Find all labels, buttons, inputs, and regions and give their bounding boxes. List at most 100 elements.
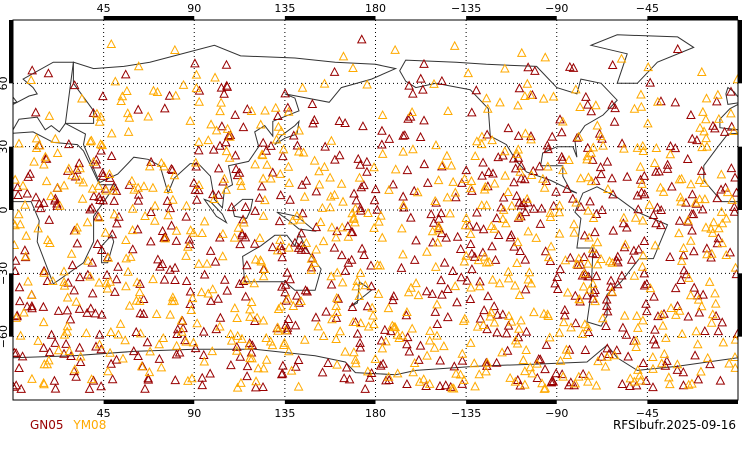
coastline-greenland — [589, 34, 695, 84]
marker-ym08 — [231, 345, 242, 355]
marker-ym08 — [427, 226, 438, 236]
marker-gn05 — [69, 285, 79, 295]
marker-ym08 — [194, 179, 204, 190]
marker-gn05 — [548, 200, 559, 210]
marker-ym08 — [122, 85, 132, 95]
marker-gn05 — [206, 295, 216, 305]
marker-gn05 — [223, 130, 234, 140]
marker-ym08 — [218, 228, 228, 238]
marker-ym08 — [523, 274, 534, 284]
lat-label-left: 0 — [0, 207, 10, 214]
marker-ym08 — [262, 159, 272, 169]
marker-ym08 — [638, 145, 649, 155]
marker-gn05 — [436, 208, 446, 218]
marker-ym08 — [176, 326, 187, 336]
marker-gn05 — [133, 189, 144, 199]
marker-gn05 — [509, 241, 519, 251]
marker-gn05 — [13, 189, 23, 200]
marker-gn05 — [618, 218, 629, 228]
marker-ym08 — [29, 156, 39, 166]
marker-ym08 — [69, 364, 80, 374]
marker-ym08 — [545, 207, 556, 217]
marker-ym08 — [372, 259, 383, 269]
marker-gn05 — [249, 238, 260, 248]
marker-gn05 — [110, 286, 120, 296]
marker-ym08 — [188, 337, 199, 347]
marker-ym08 — [194, 136, 204, 146]
marker-gn05 — [551, 186, 561, 196]
marker-ym08 — [159, 161, 169, 171]
marker-ym08 — [730, 334, 738, 344]
marker-ym08 — [211, 125, 222, 135]
lon-label-bottom: −135 — [451, 407, 481, 420]
marker-ym08 — [583, 258, 593, 268]
marker-ym08 — [532, 358, 542, 368]
marker-ym08 — [225, 131, 235, 141]
marker-ym08 — [232, 312, 242, 323]
marker-gn05 — [178, 323, 188, 333]
marker-ym08 — [602, 351, 612, 361]
marker-ym08 — [694, 174, 705, 184]
marker-gn05 — [697, 204, 708, 214]
marker-ym08 — [13, 239, 20, 250]
marker-ym08 — [183, 241, 193, 251]
marker-gn05 — [547, 131, 558, 141]
marker-gn05 — [488, 168, 498, 178]
marker-ym08 — [134, 287, 145, 297]
marker-gn05 — [331, 312, 342, 322]
marker-gn05 — [564, 61, 575, 71]
marker-gn05 — [274, 216, 285, 226]
marker-gn05 — [532, 372, 543, 382]
marker-ym08 — [33, 223, 43, 233]
marker-ym08 — [59, 276, 69, 287]
marker-ym08 — [577, 328, 588, 338]
marker-gn05 — [167, 164, 178, 174]
marker-gn05 — [699, 325, 710, 336]
lat-label-right: −60 — [747, 325, 750, 348]
marker-ym08 — [414, 376, 425, 386]
marker-gn05 — [106, 150, 117, 160]
marker-ym08 — [337, 222, 347, 232]
marker-ym08 — [221, 184, 232, 194]
marker-gn05 — [467, 248, 477, 258]
marker-gn05 — [578, 368, 588, 378]
marker-gn05 — [596, 351, 607, 361]
marker-gn05 — [465, 293, 476, 304]
marker-ym08 — [376, 210, 386, 220]
marker-gn05 — [725, 247, 735, 257]
observation-markers — [13, 34, 738, 393]
marker-ym08 — [340, 346, 350, 356]
marker-gn05 — [672, 364, 683, 374]
marker-ym08 — [579, 268, 590, 278]
marker-ym08 — [459, 173, 470, 183]
marker-gn05 — [92, 238, 103, 248]
marker-ym08 — [431, 140, 441, 150]
marker-ym08 — [53, 345, 64, 355]
marker-ym08 — [163, 183, 174, 193]
marker-ym08 — [26, 74, 36, 85]
marker-ym08 — [287, 215, 298, 225]
marker-gn05 — [465, 238, 476, 249]
marker-ym08 — [59, 266, 69, 276]
marker-ym08 — [678, 242, 689, 252]
marker-gn05 — [491, 357, 502, 367]
marker-ym08 — [209, 193, 219, 204]
marker-gn05 — [585, 196, 595, 206]
marker-ym08 — [593, 356, 603, 366]
marker-ym08 — [86, 374, 97, 384]
marker-ym08 — [127, 225, 138, 235]
marker-ym08 — [319, 78, 330, 88]
marker-ym08 — [123, 126, 134, 136]
marker-ym08 — [696, 301, 707, 311]
marker-ym08 — [293, 381, 304, 391]
marker-ym08 — [185, 225, 196, 235]
marker-gn05 — [617, 270, 627, 280]
marker-gn05 — [205, 245, 216, 255]
marker-gn05 — [581, 91, 591, 101]
marker-ym08 — [506, 200, 517, 210]
marker-gn05 — [456, 272, 467, 282]
marker-ym08 — [239, 217, 249, 227]
marker-ym08 — [332, 359, 342, 369]
marker-gn05 — [653, 311, 663, 321]
lon-label-top: 90 — [187, 2, 201, 15]
